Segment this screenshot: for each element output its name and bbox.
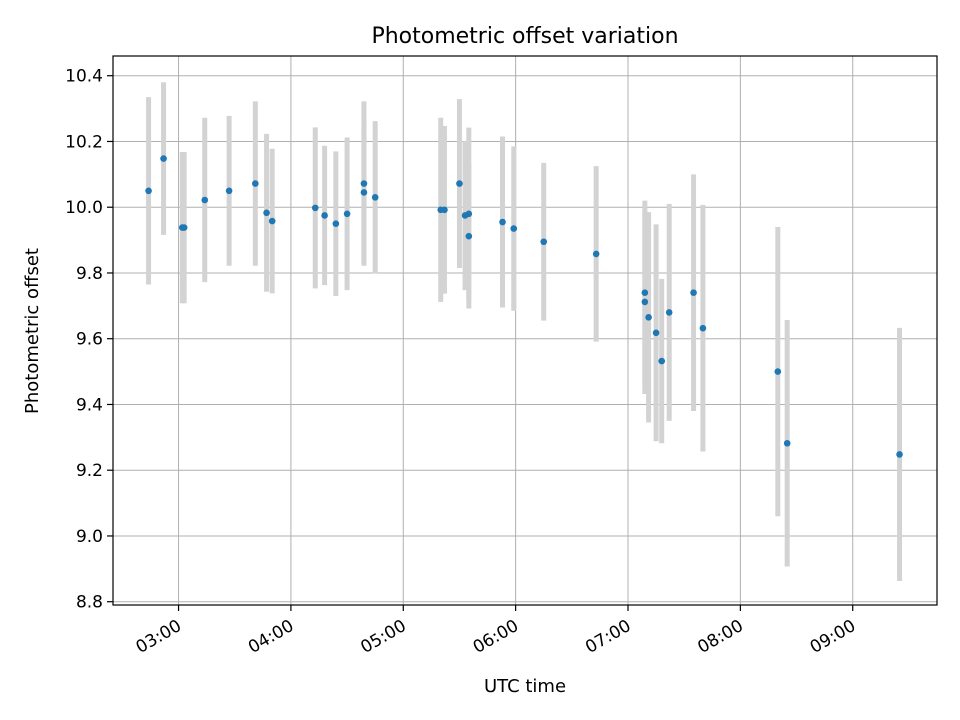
data-point (371, 194, 379, 201)
data-point (652, 329, 660, 337)
data-point (225, 187, 233, 195)
data-point (456, 180, 463, 187)
x-tick-label: 09:00 (807, 616, 859, 658)
data-point (263, 209, 270, 217)
y-tick-label: 10.0 (65, 198, 103, 218)
data-point (465, 232, 473, 240)
data-point (343, 210, 351, 218)
data-point (690, 289, 697, 296)
data-point (321, 212, 328, 219)
y-tick-label: 10.2 (65, 132, 103, 152)
data-point (360, 180, 368, 187)
data-point (201, 196, 209, 204)
x-tick-label: 03:00 (133, 616, 185, 658)
y-tick-label: 10.4 (65, 67, 103, 87)
data-point (441, 206, 448, 214)
data-point (592, 250, 600, 258)
data-point (311, 204, 319, 212)
data-point (641, 298, 649, 306)
y-tick-label: 9.4 (76, 395, 103, 415)
data-point (774, 368, 782, 375)
y-tick-label: 9.6 (76, 330, 103, 350)
x-tick-label: 04:00 (245, 616, 297, 658)
plot-frame (112, 55, 938, 606)
x-tick-label: 08:00 (694, 616, 746, 658)
y-tick-label: 9.8 (76, 264, 103, 284)
grid-layer (113, 56, 937, 605)
data-point (540, 238, 548, 246)
x-tick-label: 05:00 (357, 616, 409, 658)
data-point (510, 225, 518, 232)
data-point (783, 439, 791, 447)
data-point (332, 220, 340, 227)
data-point (699, 324, 707, 332)
data-point (360, 189, 368, 196)
y-tick-label: 9.0 (76, 527, 103, 547)
x-tick-label: 06:00 (470, 616, 522, 658)
data-point (180, 224, 188, 231)
errorbar-layer (146, 82, 903, 582)
data-point (641, 289, 649, 296)
y-axis-label: Photometric offset (22, 248, 43, 414)
data-point (658, 357, 666, 365)
data-point (896, 451, 903, 458)
chart-title: Photometric offset variation (371, 24, 678, 49)
data-point (645, 314, 652, 321)
data-point (665, 309, 673, 316)
x-tick-label: 07:00 (582, 616, 634, 658)
point-layer (145, 155, 903, 458)
y-tick-label: 9.2 (76, 461, 103, 481)
data-point (268, 217, 276, 225)
y-tick-label: 8.8 (76, 593, 103, 613)
data-point (252, 180, 259, 187)
data-point (465, 210, 473, 218)
x-axis-label: UTC time (484, 676, 566, 697)
data-point (499, 218, 506, 226)
data-point (160, 155, 167, 162)
data-point (145, 187, 152, 195)
